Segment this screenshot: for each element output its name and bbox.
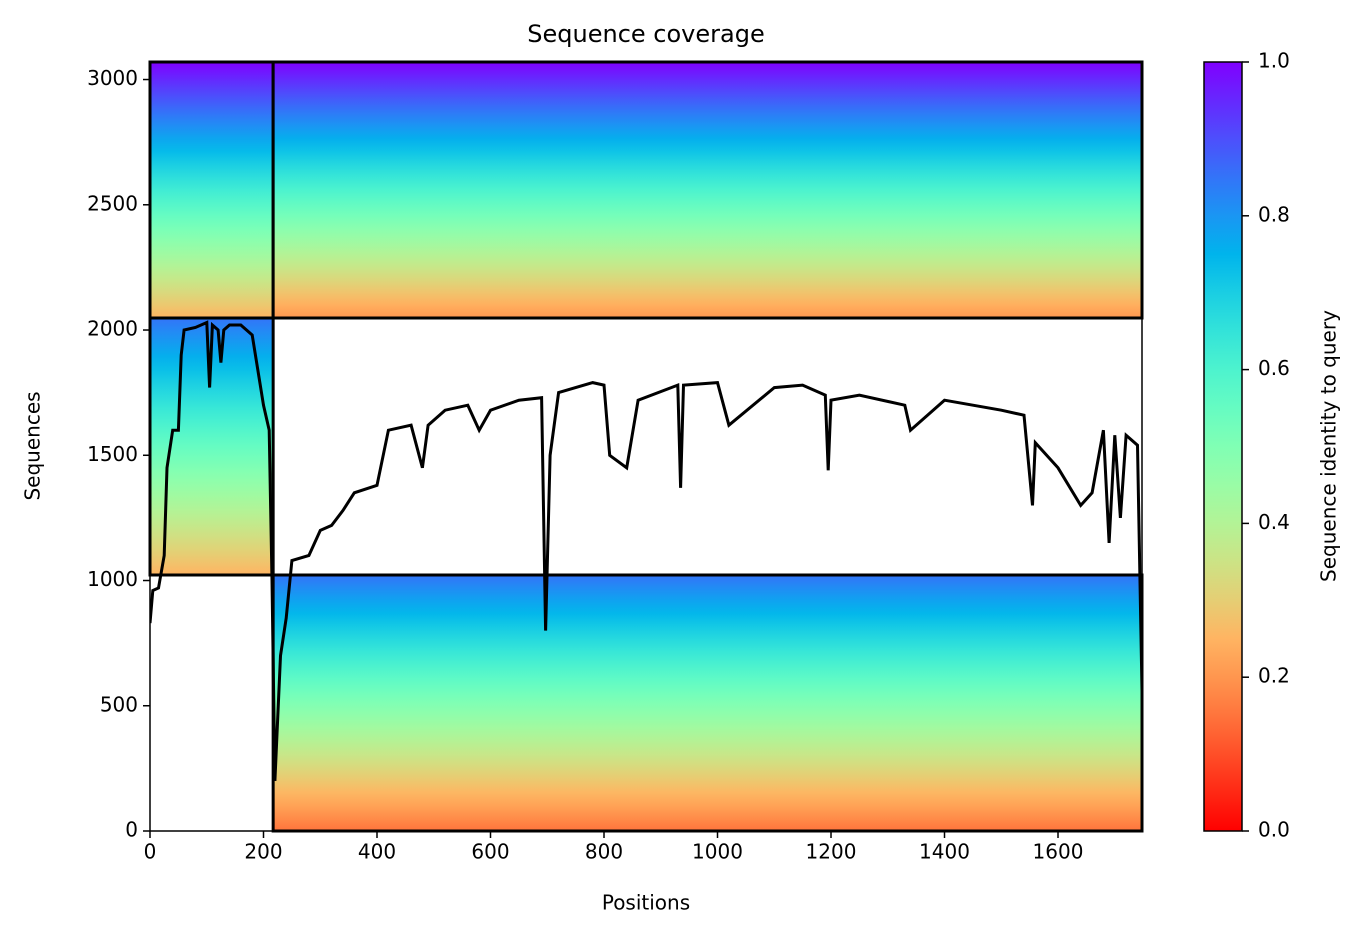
x-tick-label: 600 bbox=[471, 840, 509, 864]
y-tick-label: 0 bbox=[125, 818, 138, 842]
colorbar-tick-label: 0.2 bbox=[1258, 664, 1290, 688]
coverage-block bbox=[271, 60, 1144, 320]
colorbar-tick-label: 0.0 bbox=[1258, 818, 1290, 842]
y-tick-label: 2500 bbox=[87, 191, 138, 215]
colorbar-tick-label: 1.0 bbox=[1258, 49, 1290, 73]
x-axis-label: Positions bbox=[602, 891, 690, 915]
x-tick-label: 1400 bbox=[919, 840, 970, 864]
colorbar-tick-label: 0.6 bbox=[1258, 356, 1290, 380]
x-tick-label: 1000 bbox=[692, 840, 743, 864]
x-tick-label: 1200 bbox=[806, 840, 857, 864]
chart-title: Sequence coverage bbox=[527, 20, 764, 48]
y-tick-label: 2000 bbox=[87, 317, 138, 341]
y-tick-label: 3000 bbox=[87, 66, 138, 90]
colorbar-tick-label: 0.8 bbox=[1258, 202, 1290, 226]
x-tick-label: 400 bbox=[358, 840, 396, 864]
coverage-block bbox=[271, 573, 1144, 833]
coverage-line bbox=[150, 320, 1142, 781]
x-tick-label: 800 bbox=[585, 840, 623, 864]
y-tick-label: 1000 bbox=[87, 567, 138, 591]
x-tick-label: 1600 bbox=[1033, 840, 1084, 864]
colorbar-label: Sequence identity to query bbox=[1317, 310, 1341, 582]
x-tick-label: 0 bbox=[144, 840, 157, 864]
y-tick-label: 1500 bbox=[87, 442, 138, 466]
coverage-block bbox=[148, 60, 275, 320]
colorbar-tick-label: 0.4 bbox=[1258, 510, 1290, 534]
y-tick-label: 500 bbox=[100, 692, 138, 716]
plot-frame bbox=[149, 61, 1143, 832]
colorbar bbox=[1203, 61, 1243, 832]
y-axis-label: Sequences bbox=[21, 391, 45, 500]
x-tick-label: 200 bbox=[244, 840, 282, 864]
